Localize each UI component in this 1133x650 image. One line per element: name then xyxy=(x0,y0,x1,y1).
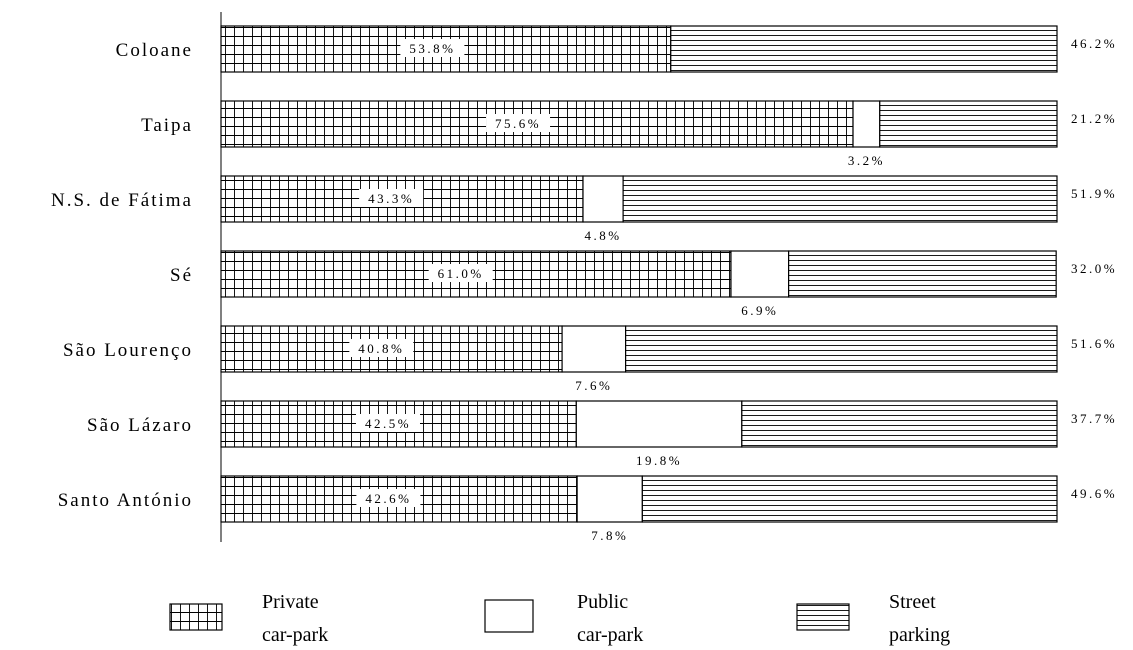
data-label-private: 40.8% xyxy=(358,341,404,356)
category-label: Santo António xyxy=(58,490,193,511)
category-label: São Lourenço xyxy=(63,340,193,361)
data-label-private: 53.8% xyxy=(409,41,455,56)
data-label-street: 37.7% xyxy=(1071,411,1117,426)
bar-segment-horizontal-lines xyxy=(641,475,1058,523)
category-label: Coloane xyxy=(116,40,193,61)
legend-swatch-plain xyxy=(484,599,534,633)
category-label: Sé xyxy=(170,265,193,286)
bar-segment-plain xyxy=(730,250,790,298)
bar-segment-horizontal-lines xyxy=(622,175,1058,223)
data-label-background xyxy=(355,414,420,432)
bar-segment-horizontal-lines xyxy=(788,250,1057,298)
data-label-street: 51.9% xyxy=(1071,186,1117,201)
plot-area: Coloane 53.8% 46.2% Taipa 75.6% 3.2% 21.2% N.S.… xyxy=(51,12,1117,543)
bar-segment-horizontal-lines xyxy=(670,25,1058,73)
bar-segment-grid xyxy=(220,475,578,523)
data-label-public: 19.8% xyxy=(636,453,682,468)
data-label-street: 46.2% xyxy=(1071,36,1117,51)
bar-segment-horizontal-lines xyxy=(741,400,1058,448)
data-label-public: 3.2% xyxy=(848,153,885,168)
data-label-background xyxy=(400,39,465,57)
bar-segment-horizontal-lines xyxy=(625,325,1058,373)
data-label-private: 42.6% xyxy=(365,491,411,506)
data-label-public: 7.8% xyxy=(591,528,628,543)
data-label-street: 49.6% xyxy=(1071,486,1117,501)
bar-segment-horizontal-lines xyxy=(879,100,1058,148)
data-label-street: 51.6% xyxy=(1071,336,1117,351)
data-label-background xyxy=(428,264,493,282)
data-label-public: 6.9% xyxy=(741,303,778,318)
bar-segment-plain xyxy=(852,100,881,148)
data-label-background xyxy=(356,489,421,507)
data-label-public: 7.6% xyxy=(575,378,612,393)
bar-segment-plain xyxy=(561,325,627,373)
data-label-private: 75.6% xyxy=(495,116,541,131)
category-label: N.S. de Fátima xyxy=(51,190,193,211)
legend-label-line2: parking xyxy=(889,624,950,646)
category-label: Taipa xyxy=(141,115,193,136)
data-label-street: 21.2% xyxy=(1071,111,1117,126)
legend-label-line1: Street xyxy=(889,591,936,613)
data-label-background xyxy=(349,339,414,357)
bar-segment-plain xyxy=(576,475,643,523)
data-label-private: 61.0% xyxy=(438,266,484,281)
data-label-street: 32.0% xyxy=(1071,261,1117,276)
data-label-background xyxy=(359,189,424,207)
legend-swatch-horizontal-lines xyxy=(796,603,850,631)
legend: Private car-park Public car-park Street parki… xyxy=(169,591,950,646)
data-label-private: 42.5% xyxy=(365,416,411,431)
legend-label-line1: Private xyxy=(262,591,319,613)
bar-segment-plain xyxy=(582,175,624,223)
data-label-background xyxy=(486,114,551,132)
legend-label-line1: Public xyxy=(577,591,628,613)
category-label: São Lázaro xyxy=(87,415,193,436)
bar-segment-plain xyxy=(575,400,743,448)
legend-label-line2: car-park xyxy=(577,624,643,646)
data-label-public: 4.8% xyxy=(585,228,622,243)
legend-swatch-grid xyxy=(169,603,223,631)
legend-label-line2: car-park xyxy=(262,624,328,646)
data-label-private: 43.3% xyxy=(368,191,414,206)
